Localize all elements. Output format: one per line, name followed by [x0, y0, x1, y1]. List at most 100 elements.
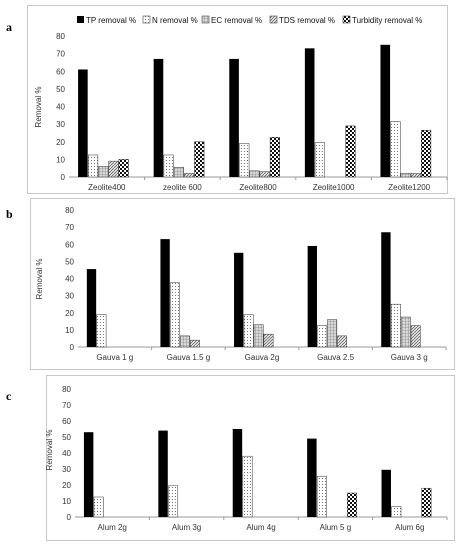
panel-b-bar-n-2: [243, 314, 254, 348]
panel-b-ytick-8: 80: [65, 206, 74, 215]
legend-label-tp: TP removal %: [86, 16, 136, 25]
panel-b-ytick-7: 70: [65, 223, 74, 232]
panel-b-category-label-2: Gauva 2g: [245, 353, 280, 362]
panel-c-category-label-4: Alum 6g: [395, 523, 424, 532]
panel-a-bar-n-3: [314, 142, 325, 178]
panel-c-category-label-0: Alum 2g: [98, 523, 127, 532]
panel-a-bar-ec-4: [400, 173, 411, 178]
legend-swatch-tp: [77, 16, 84, 23]
panel-c-bar-n-1: [168, 485, 179, 518]
legend-swatch-tds: [269, 15, 278, 24]
panel-c-frame: [46, 375, 455, 541]
panel-c-ytick-5: 50: [62, 433, 71, 442]
panel-b-ytick-1: 10: [65, 326, 74, 335]
legend-swatch-ec: [201, 15, 210, 24]
panel-b-ytick-2: 20: [65, 309, 74, 318]
panel-a-ytick-0: 0: [61, 173, 66, 182]
panel-a-bar-tds-4: [410, 173, 421, 178]
panel-a-ytick-2: 20: [56, 138, 65, 147]
panel-a-bar-n-2: [239, 143, 250, 178]
panel-label-b: b: [6, 207, 13, 221]
panel-b-ytick-5: 50: [65, 257, 74, 266]
panel-label-a: a: [6, 20, 12, 34]
legend-label-tds: TDS removal %: [279, 16, 335, 25]
panel-b-ytick-0: 0: [70, 343, 75, 352]
panel-a-bar-n-4: [390, 121, 401, 178]
legend: TP removal % N removal % EC removal % TD…: [77, 15, 422, 25]
panel-a-category-label-4: Zeolite1200: [388, 183, 430, 192]
panel-b-bar-ec-2: [253, 324, 264, 348]
panel-b-ytick-4: 40: [65, 275, 74, 284]
panel-b-frame: [30, 198, 455, 370]
panel-b-category-label-0: Gauva 1 g: [96, 353, 133, 362]
panel-c-ytick-4: 40: [62, 449, 71, 458]
panel-a-bar-turbidity-2: [269, 137, 280, 178]
panel-b-bar-tds-3: [337, 335, 348, 348]
panel-b-category-label-1: Gauva 1.5 g: [167, 353, 211, 362]
panel-c-bar-turbidity-4: [421, 487, 432, 518]
panel-c-bar-n-3: [316, 475, 327, 518]
panel-c-bar-n-4: [391, 506, 402, 518]
panel-b-category-label-3: Gauva 2.5: [317, 353, 354, 362]
panel-b-bar-n-4: [390, 303, 401, 348]
panel-b-bar-ec-4: [400, 316, 411, 348]
panel-c-plot: 0 10 20 30 40 50 60 70 80 Alum 2g Alum 3g Alum 4g Al…: [62, 385, 448, 532]
panel-a-bar-turbidity-0: [118, 159, 129, 178]
panel-a-bar-n-0: [88, 154, 99, 178]
panel-a-category-label-3: Zeolite1000: [313, 183, 355, 192]
panel-c-bar-turbidity-3: [347, 492, 357, 518]
legend-swatch-turbidity: [342, 15, 351, 24]
panel-a-bar-n-1: [163, 154, 174, 178]
panel-a-bar-tds-1: [184, 173, 195, 178]
panel-a-bar-tp-1: [153, 58, 164, 177]
panel-c-category-label-3: Alum 5 g: [320, 523, 352, 532]
panel-b-category-label-4: Gauva 3 g: [391, 353, 428, 362]
panel-a-ytick-4: 40: [56, 103, 65, 112]
panel-b-ytick-6: 60: [65, 240, 74, 249]
panel-c-bar-tp-2: [232, 429, 243, 517]
panel-b-ylabel: Removal %: [35, 259, 44, 300]
panel-a-bar-ec-0: [98, 166, 109, 178]
panel-c-ytick-6: 60: [62, 417, 71, 426]
panel-b-bar-tp-2: [234, 252, 244, 347]
panel-a-ytick-1: 10: [56, 155, 65, 164]
panel-b-bar-ec-3: [327, 319, 338, 348]
panel-c-category-label-1: Alum 3g: [172, 523, 201, 532]
panel-a-category-label-2: Zeolite800: [239, 183, 277, 192]
panel-b-bar-n-0: [96, 314, 107, 348]
panel-b-bar-tp-0: [86, 269, 97, 347]
panel-a-ytick-5: 50: [56, 85, 65, 94]
panel-c-ytick-2: 20: [62, 481, 71, 490]
panel-b-bar-n-3: [317, 325, 328, 348]
panel-a-bar-ec-1: [173, 167, 184, 178]
panel-b-ytick-3: 30: [65, 292, 74, 301]
panel-a-bar-turbidity-3: [345, 125, 356, 178]
panel-a-bar-tp-3: [304, 48, 315, 178]
panel-c-bar-tp-0: [83, 432, 94, 517]
panel-c-category-label-2: Alum 4g: [246, 523, 275, 532]
panel-c-ytick-1: 10: [62, 497, 71, 506]
legend-swatch-n: [142, 15, 151, 24]
panel-b-bar-n-1: [170, 282, 180, 348]
panel-b-bar-tds-4: [410, 325, 421, 348]
panel-a-ytick-3: 30: [56, 120, 65, 129]
panel-c-bar-n-0: [93, 496, 104, 518]
panel-b-bar-tp-3: [307, 245, 317, 347]
panel-label-c: c: [6, 389, 12, 403]
panel-a-category-label-0: Zeolite400: [88, 183, 126, 192]
panel-a-ytick-7: 70: [56, 50, 65, 59]
panel-c-ytick-7: 70: [62, 401, 71, 410]
panel-a-bar-tds-0: [108, 160, 119, 178]
panel-c-bar-tp-4: [381, 469, 391, 517]
panel-a-bar-tp-2: [229, 58, 239, 177]
panel-a-bar-ec-2: [249, 170, 260, 178]
panel-c-ytick-3: 30: [62, 465, 71, 474]
panel-c-bar-tp-3: [307, 438, 317, 517]
panel-b-bar-tp-4: [381, 232, 391, 347]
panel-a-ytick-6: 60: [56, 67, 65, 76]
panel-b-bar-tp-1: [160, 239, 170, 347]
panel-b-bar-tds-1: [189, 339, 200, 348]
panel-c-ytick-0: 0: [67, 513, 72, 522]
panel-b-bar-tds-2: [263, 333, 274, 348]
